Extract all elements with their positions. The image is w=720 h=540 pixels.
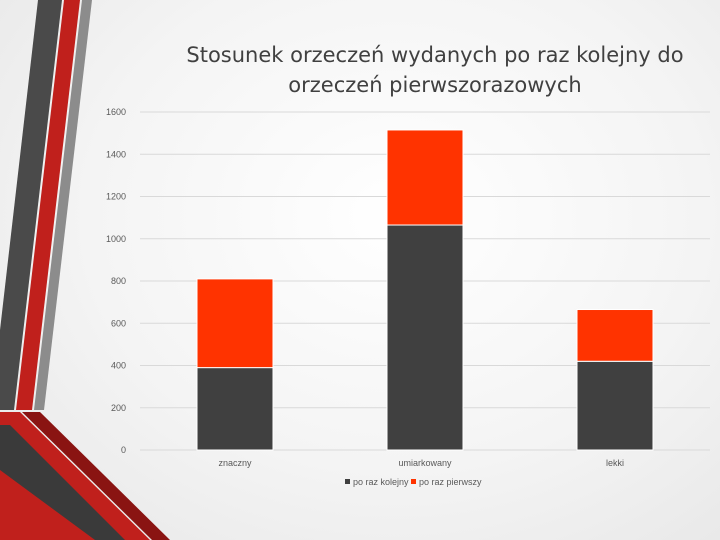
bar-segment-po-raz-pierwszy — [576, 309, 654, 362]
y-tick-label: 0 — [121, 445, 126, 455]
decoration-dark-base — [0, 425, 125, 540]
x-category-label: lekki — [606, 458, 624, 468]
bar-segment-po-raz-kolejny — [196, 367, 274, 451]
chart-title: Stosunek orzeczeń wydanych po raz kolejn… — [170, 40, 700, 100]
decoration-gray-stripe-left — [34, 0, 92, 410]
x-category-label: znaczny — [218, 458, 252, 468]
legend-swatch — [411, 479, 416, 484]
legend-label: po raz pierwszy — [419, 477, 482, 487]
bar-segment-po-raz-kolejny — [576, 360, 654, 451]
decoration-red-stripe-left — [16, 0, 80, 410]
legend-swatch — [345, 479, 350, 484]
y-tick-label: 400 — [111, 361, 126, 371]
decoration-dark-stripe-left — [0, 0, 62, 410]
y-tick-label: 1600 — [106, 107, 126, 117]
y-tick-label: 200 — [111, 403, 126, 413]
decoration-maroon-base — [22, 412, 170, 540]
bar-segment-po-raz-pierwszy — [386, 129, 464, 226]
y-tick-label: 1400 — [106, 149, 126, 159]
bar-segment-po-raz-kolejny — [386, 224, 464, 451]
x-category-label: umiarkowany — [398, 458, 452, 468]
y-tick-label: 600 — [111, 318, 126, 328]
legend-label: po raz kolejny — [353, 477, 409, 487]
y-tick-label: 1200 — [106, 192, 126, 202]
y-tick-label: 800 — [111, 276, 126, 286]
chart-title-line-2: orzeczeń pierwszorazowych — [288, 73, 582, 97]
y-tick-label: 1000 — [106, 234, 126, 244]
chart-title-line-1: Stosunek orzeczeń wydanych po raz kolejn… — [186, 43, 684, 67]
bar-segment-po-raz-pierwszy — [196, 278, 274, 369]
decoration-red-base — [0, 412, 150, 540]
